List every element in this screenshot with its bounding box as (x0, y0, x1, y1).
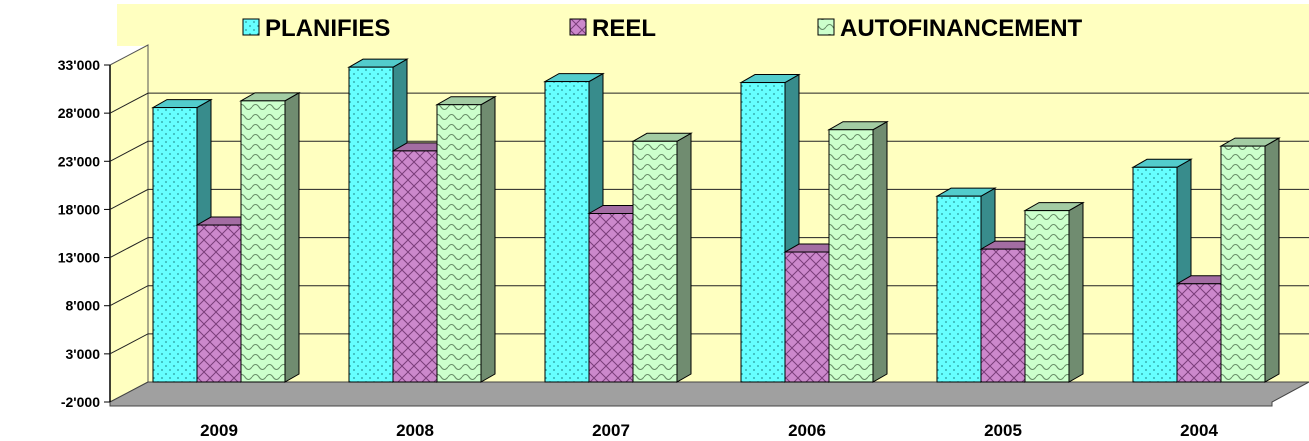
legend-label-planifies: PLANIFIES (265, 15, 390, 42)
bar-autofinancement-2006 (827, 120, 889, 383)
legend-band (117, 4, 1309, 46)
gridline (109, 285, 1309, 307)
bar-autofinancement-2005 (1023, 201, 1085, 383)
y-tick-label: 8'000 (66, 298, 101, 314)
y-tick-label: 13'000 (58, 250, 100, 266)
x-axis-labels: 2009 2008 2007 2006 2005 2004 (200, 421, 1218, 440)
legend-swatch-reel (569, 18, 587, 36)
bar-autofinancement-2009 (239, 91, 301, 383)
legend-label-reel: REEL (592, 15, 656, 42)
gridlines (109, 92, 1309, 355)
gridline (109, 333, 1309, 355)
chart-floor (109, 381, 1309, 407)
y-tick-label: 23'000 (58, 153, 100, 169)
bar-autofinancement-2008 (435, 95, 497, 383)
y-axis-ticks: 33'000 28'000 23'000 18'000 13'000 8'000 3'000… (58, 57, 110, 410)
x-tick-label-2009: 2009 (200, 421, 238, 440)
y-tick-label: 18'000 (58, 201, 100, 217)
x-tick-label-2004: 2004 (1180, 421, 1218, 440)
y-tick-label: 33'000 (58, 57, 100, 73)
y-tick-label: -2'000 (61, 394, 100, 410)
gridline (109, 237, 1309, 259)
x-tick-label-2007: 2007 (592, 421, 630, 440)
x-tick-label-2006: 2006 (788, 421, 826, 440)
legend-label-autofinancement: AUTOFINANCEMENT (840, 15, 1083, 42)
side-wall (109, 44, 149, 403)
legend-swatch-autofinancement (817, 18, 835, 36)
gridline (109, 188, 1309, 210)
y-tick-label: 3'000 (66, 346, 101, 362)
x-tick-label-2008: 2008 (396, 421, 434, 440)
bar-autofinancement-2004 (1219, 137, 1281, 383)
gridline (109, 140, 1309, 162)
gridline (109, 92, 1309, 114)
bar-planifies-2008 (347, 58, 409, 383)
bars (151, 58, 1281, 383)
x-tick-label-2005: 2005 (984, 421, 1022, 440)
y-tick-label: 28'000 (58, 105, 100, 121)
legend-swatch-planifies (242, 18, 260, 36)
bar-autofinancement-2007 (631, 132, 693, 383)
legend: PLANIFIES REEL AUTOFINANCEMENT (242, 15, 1083, 42)
